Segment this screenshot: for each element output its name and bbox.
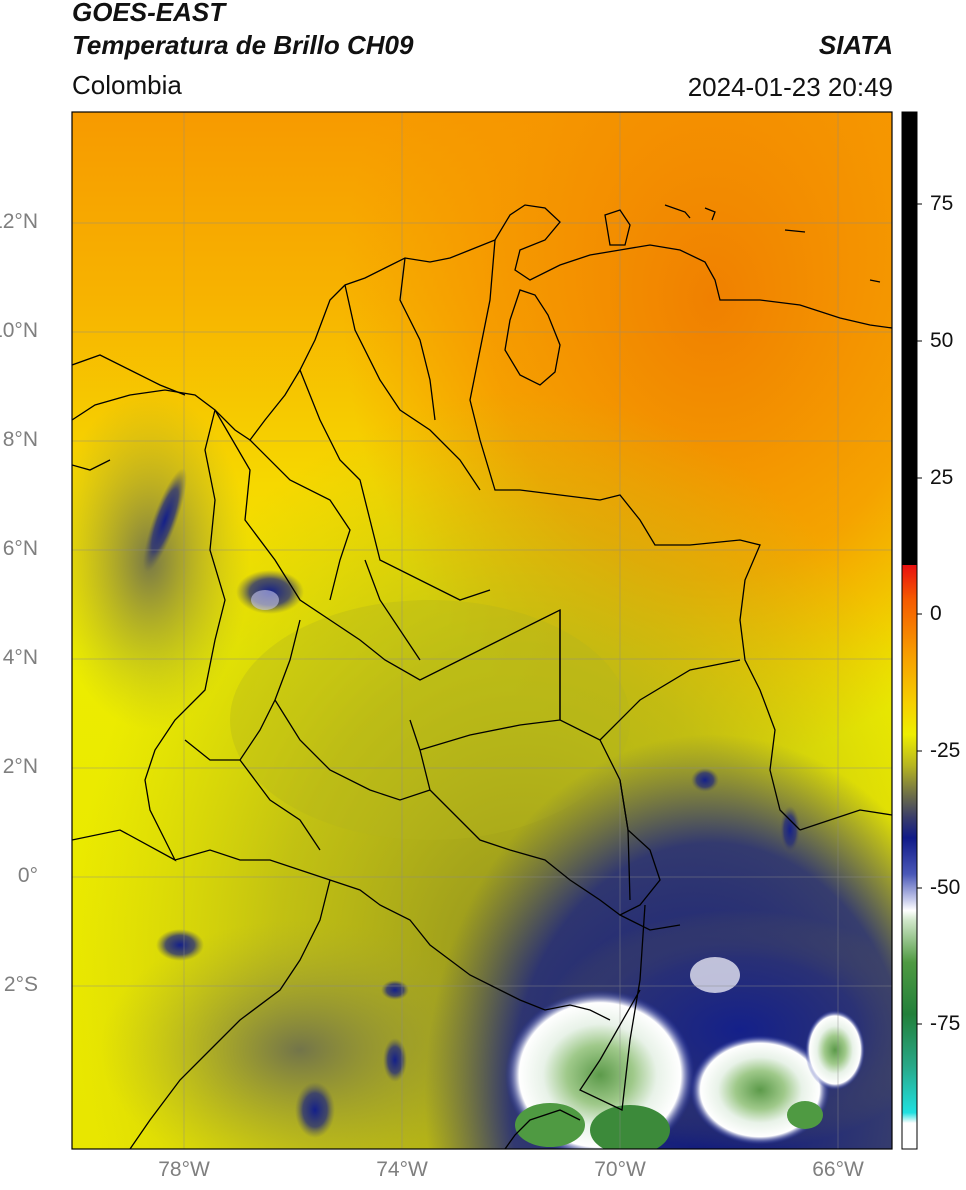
satellite-title: GOES-EAST [72, 0, 226, 27]
product-title: Temperatura de Brillo CH09 [72, 30, 414, 60]
colorbar-frame [901, 111, 918, 1150]
colorbar-tick-label: -75 [930, 1012, 961, 1035]
colorbar-tick-label: 75 [930, 192, 954, 215]
lat-tick-label: 4°N [2, 646, 38, 669]
lon-tick-label: 70°W [594, 1158, 646, 1181]
lat-tick-label: 0° [17, 864, 38, 887]
brightness-temperature-field [72, 112, 892, 1149]
colorbar-tick-label: 50 [930, 329, 954, 352]
lat-tick-label: 2°S [3, 973, 38, 996]
credit-label: SIATA [818, 30, 893, 60]
colorbar-tick-label: -50 [930, 876, 961, 899]
lat-tick-label: 2°N [2, 755, 38, 778]
colorbar-tick-label: -25 [930, 739, 961, 762]
graticule [72, 112, 892, 1149]
colorbar-tick-label: 0 [930, 602, 942, 625]
lon-tick-label: 74°W [376, 1158, 428, 1181]
lat-tick-label: 10°N [0, 319, 38, 342]
map-frame [71, 111, 893, 1150]
timestamp-label: 2024-01-23 20:49 [687, 72, 893, 102]
coastlines-and-borders [72, 204, 892, 1149]
lat-tick-label: 12°N [0, 210, 38, 233]
lat-tick-label: 6°N [2, 537, 38, 560]
lon-tick-label: 66°W [812, 1158, 864, 1181]
region-label: Colombia [72, 70, 182, 100]
colorbar [902, 112, 917, 1149]
lon-tick-label: 78°W [158, 1158, 210, 1181]
lat-tick-label: 8°N [2, 428, 38, 451]
colorbar-tick-label: 25 [930, 466, 954, 489]
colorbar-ticks [917, 203, 922, 1025]
